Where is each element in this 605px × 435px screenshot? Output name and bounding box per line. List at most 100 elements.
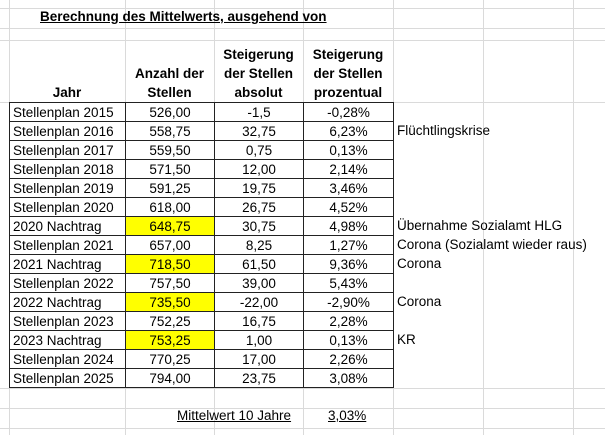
absolut-cell[interactable]: 23,75 <box>214 368 304 388</box>
row-gridline <box>0 28 605 29</box>
table-row: Stellenplan 2025 794,00 23,75 3,08% <box>9 368 394 388</box>
absolut-cell[interactable]: -1,5 <box>214 102 304 122</box>
anzahl-cell[interactable]: 757,50 <box>125 273 215 293</box>
header-anzahl: Anzahl der Stellen <box>125 40 214 102</box>
anzahl-cell[interactable]: 753,25 <box>125 330 215 350</box>
jahr-cell[interactable]: 2021 Nachtrag <box>9 254 126 274</box>
anzahl-cell[interactable]: 770,25 <box>125 349 215 369</box>
header-line: der Stellen <box>223 66 293 81</box>
absolut-cell[interactable]: 32,75 <box>214 121 304 141</box>
sheet-title: Berechnung des Mittelwerts, ausgehend vo… <box>40 9 327 24</box>
anzahl-cell[interactable]: 752,25 <box>125 311 215 331</box>
jahr-cell[interactable]: Stellenplan 2017 <box>9 140 126 160</box>
table-row: Stellenplan 2016 558,75 32,75 6,23% <box>9 121 394 141</box>
table-row: Stellenplan 2015 526,00 -1,5 -0,28% <box>9 102 394 122</box>
absolut-cell[interactable]: -22,00 <box>214 292 304 312</box>
absolut-cell[interactable]: 17,00 <box>214 349 304 369</box>
prozent-cell[interactable]: 2,28% <box>303 311 394 331</box>
note-cell[interactable]: KR <box>397 332 416 347</box>
jahr-cell[interactable]: Stellenplan 2019 <box>9 178 126 198</box>
table-row: Stellenplan 2022 757,50 39,00 5,43% <box>9 273 394 293</box>
jahr-cell[interactable]: Stellenplan 2022 <box>9 273 126 293</box>
jahr-cell[interactable]: Stellenplan 2020 <box>9 197 126 217</box>
header-line: Stellen <box>147 85 192 100</box>
absolut-cell[interactable]: 16,75 <box>214 311 304 331</box>
absolut-cell[interactable]: 30,75 <box>214 216 304 236</box>
jahr-cell[interactable]: 2020 Nachtrag <box>9 216 126 236</box>
prozent-cell[interactable]: 9,36% <box>303 254 394 274</box>
table-row: Stellenplan 2019 591,25 19,75 3,46% <box>9 178 394 198</box>
prozent-cell[interactable]: 1,27% <box>303 235 394 255</box>
prozent-cell[interactable]: 0,13% <box>303 330 394 350</box>
header-jahr: Jahr <box>9 40 125 102</box>
column-gridline <box>483 0 484 435</box>
absolut-cell[interactable]: 61,50 <box>214 254 304 274</box>
prozent-cell[interactable]: 4,98% <box>303 216 394 236</box>
table-row: 2021 Nachtrag 718,50 61,50 9,36% <box>9 254 394 274</box>
absolut-cell[interactable]: 19,75 <box>214 178 304 198</box>
header-prozentual: Steigerung der Stellen prozentual <box>303 40 393 102</box>
jahr-cell[interactable]: Stellenplan 2025 <box>9 368 126 388</box>
note-cell[interactable]: Corona <box>397 294 442 309</box>
header-line: Steigerung <box>312 47 384 62</box>
anzahl-cell[interactable]: 794,00 <box>125 368 215 388</box>
prozent-cell[interactable]: 4,52% <box>303 197 394 217</box>
table-row: Stellenplan 2021 657,00 8,25 1,27% <box>9 235 394 255</box>
absolut-cell[interactable]: 8,25 <box>214 235 304 255</box>
row-gridline <box>0 8 605 9</box>
header-absolut: Steigerung der Stellen absolut <box>214 40 303 102</box>
row-gridline <box>0 428 605 429</box>
header-line: prozentual <box>313 85 383 100</box>
jahr-cell[interactable]: Stellenplan 2023 <box>9 311 126 331</box>
anzahl-cell[interactable]: 526,00 <box>125 102 215 122</box>
absolut-cell[interactable]: 39,00 <box>214 273 304 293</box>
jahr-cell[interactable]: Stellenplan 2018 <box>9 159 126 179</box>
note-cell[interactable]: Corona (Sozialamt wieder raus) <box>397 237 587 252</box>
header-line: Anzahl der <box>134 66 204 81</box>
table-row: 2022 Nachtrag 735,50 -22,00 -2,90% <box>9 292 394 312</box>
table-row: Stellenplan 2018 571,50 12,00 2,14% <box>9 159 394 179</box>
anzahl-cell[interactable]: 591,25 <box>125 178 215 198</box>
anzahl-cell[interactable]: 618,00 <box>125 197 215 217</box>
absolut-cell[interactable]: 12,00 <box>214 159 304 179</box>
prozent-cell[interactable]: 0,13% <box>303 140 394 160</box>
header-jahr-text: Jahr <box>52 85 82 100</box>
table-row: Stellenplan 2024 770,25 17,00 2,26% <box>9 349 394 369</box>
mittelwert-label: Mittelwert 10 Jahre <box>177 408 292 423</box>
prozent-cell[interactable]: 6,23% <box>303 121 394 141</box>
row-gridline <box>0 408 605 409</box>
jahr-cell[interactable]: Stellenplan 2021 <box>9 235 126 255</box>
anzahl-cell[interactable]: 648,75 <box>125 216 215 236</box>
anzahl-cell[interactable]: 559,50 <box>125 140 215 160</box>
note-cell[interactable]: Übernahme Sozialamt HLG <box>397 218 563 233</box>
absolut-cell[interactable]: 26,75 <box>214 197 304 217</box>
row-gridline <box>0 388 605 389</box>
anzahl-cell[interactable]: 735,50 <box>125 292 215 312</box>
table-row: 2020 Nachtrag 648,75 30,75 4,98% <box>9 216 394 236</box>
note-cell[interactable]: Corona <box>397 256 442 271</box>
prozent-cell[interactable]: 3,08% <box>303 368 394 388</box>
jahr-cell[interactable]: Stellenplan 2016 <box>9 121 126 141</box>
header-line: Steigerung <box>223 47 294 62</box>
anzahl-cell[interactable]: 718,50 <box>125 254 215 274</box>
note-cell[interactable]: Flüchtlingskrise <box>397 123 491 138</box>
jahr-cell[interactable]: Stellenplan 2024 <box>9 349 126 369</box>
anzahl-cell[interactable]: 657,00 <box>125 235 215 255</box>
prozent-cell[interactable]: 5,43% <box>303 273 394 293</box>
prozent-cell[interactable]: -2,90% <box>303 292 394 312</box>
jahr-cell[interactable]: 2023 Nachtrag <box>9 330 126 350</box>
absolut-cell[interactable]: 1,00 <box>214 330 304 350</box>
anzahl-cell[interactable]: 571,50 <box>125 159 215 179</box>
prozent-cell[interactable]: -0,28% <box>303 102 394 122</box>
anzahl-cell[interactable]: 558,75 <box>125 121 215 141</box>
absolut-cell[interactable]: 0,75 <box>214 140 304 160</box>
prozent-cell[interactable]: 2,26% <box>303 349 394 369</box>
jahr-cell[interactable]: 2022 Nachtrag <box>9 292 126 312</box>
table-row: 2023 Nachtrag 753,25 1,00 0,13% <box>9 330 394 350</box>
prozent-cell[interactable]: 2,14% <box>303 159 394 179</box>
mittelwert-value[interactable]: 3,03% <box>328 408 367 423</box>
jahr-cell[interactable]: Stellenplan 2015 <box>9 102 126 122</box>
table-row: Stellenplan 2020 618,00 26,75 4,52% <box>9 197 394 217</box>
table-row: Stellenplan 2023 752,25 16,75 2,28% <box>9 311 394 331</box>
prozent-cell[interactable]: 3,46% <box>303 178 394 198</box>
